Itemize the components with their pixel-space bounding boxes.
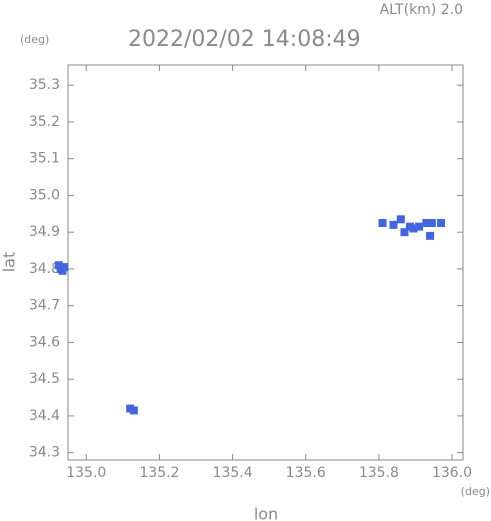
x-tick-label: 135.2	[139, 465, 179, 481]
x-tick-label: 135.4	[213, 465, 253, 481]
y-tick-label: 34.3	[29, 445, 60, 461]
x-axis-label: lon	[254, 505, 278, 521]
echo-point	[415, 222, 424, 231]
x-tick-label: 135.0	[66, 465, 106, 481]
y-tick-label: 34.5	[29, 371, 60, 387]
echo-point	[400, 228, 409, 237]
y-tick-label: 34.8	[29, 261, 60, 277]
plot-frame	[67, 64, 464, 461]
y-tick-label: 35.0	[29, 187, 60, 203]
echo-point	[389, 220, 398, 229]
echo-point	[396, 215, 405, 224]
chart-subtitle: ALT(km) 2.0	[380, 2, 463, 18]
x-unit: (deg)	[461, 485, 490, 498]
x-tick-label: 135.6	[286, 465, 326, 481]
echo-point	[378, 219, 387, 227]
echo-point	[427, 219, 436, 227]
chart-title: 2022/02/02 14:08:49	[128, 27, 361, 52]
echo-point	[54, 261, 63, 270]
y-tick-label: 34.4	[29, 408, 60, 424]
x-tick-label: 136.0	[432, 465, 472, 481]
y-tick-label: 34.7	[29, 298, 60, 314]
y-tick-label: 35.2	[29, 114, 60, 130]
y-axis-label: lat	[0, 252, 19, 273]
y-unit: (deg)	[20, 33, 49, 46]
echo-point	[126, 404, 135, 413]
y-tick-label: 34.9	[29, 224, 60, 240]
y-tick-label: 35.1	[29, 151, 60, 167]
echo-point	[58, 266, 67, 275]
y-tick-label: 34.6	[29, 334, 60, 350]
y-tick-label: 35.3	[29, 77, 60, 93]
echo-point	[422, 219, 431, 227]
echo-point	[426, 231, 435, 240]
echo-point	[437, 219, 446, 227]
echo-point	[409, 224, 418, 233]
x-tick-label: 135.8	[359, 465, 399, 481]
